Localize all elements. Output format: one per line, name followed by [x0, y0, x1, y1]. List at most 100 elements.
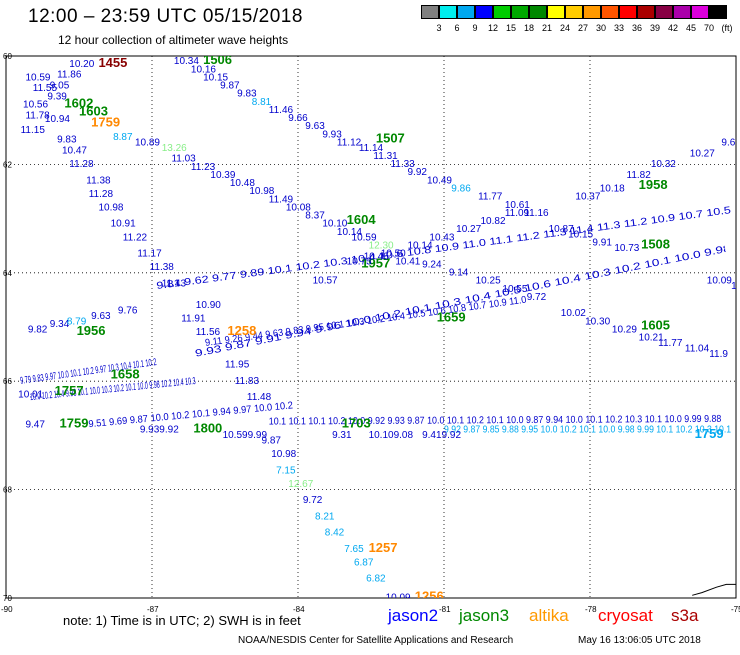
- wave-height-value: 8.42: [325, 528, 345, 539]
- wave-height-value: 10.09: [386, 593, 411, 604]
- wave-height-value: 10.90: [196, 300, 221, 311]
- wave-height-value: 11.04: [685, 343, 710, 354]
- wave-height-value: 11.86: [57, 70, 82, 81]
- wave-height-value: 10.15: [568, 230, 593, 241]
- color-scale-label: 45: [685, 23, 697, 33]
- wave-height-value: 10.27: [456, 224, 481, 235]
- wave-height-value: 11.17: [137, 249, 162, 260]
- color-scale-swatch: [529, 5, 547, 19]
- wave-height-value: 9.92: [408, 167, 428, 178]
- wave-height-value: 10.48: [230, 178, 255, 189]
- wave-height-value: 11.46: [269, 105, 294, 116]
- wave-height-value: 10.30: [585, 316, 610, 327]
- wave-height-value: 10.27: [690, 148, 715, 159]
- pass-time-label: 1759: [695, 426, 724, 441]
- wave-height-value: 10.9: [731, 281, 740, 292]
- wave-height-value: 11.23: [191, 162, 216, 173]
- wave-height-value: 9.63: [305, 121, 325, 132]
- wave-height-value: 11.83: [235, 376, 260, 387]
- wave-height-value: 9.14: [449, 268, 469, 279]
- color-scale-swatch: [547, 5, 565, 19]
- pass-time-label: 1800: [193, 421, 222, 436]
- color-scale-label: 39: [649, 23, 661, 33]
- wave-height-value: 10.16: [191, 64, 216, 75]
- color-scale-swatch: [511, 5, 529, 19]
- pass-time-label: 1256: [415, 589, 444, 604]
- wave-height-value: 9.34: [50, 319, 70, 330]
- credit-line: NOAA/NESDIS Center for Satellite Applica…: [238, 635, 514, 646]
- footnote: note: 1) Time is in UTC; 2) SWH is in fe…: [63, 613, 301, 628]
- wave-height-value: 11.77: [478, 192, 503, 203]
- wave-height-value: 10.98: [271, 449, 296, 460]
- wave-height-value: 9.24: [422, 259, 442, 270]
- wave-height-value: 9.939.92: [140, 425, 179, 436]
- wave-height-value: 11.09: [505, 208, 530, 219]
- pass-time-label: 1757: [55, 383, 84, 398]
- wave-height-value: 11.12: [337, 137, 362, 148]
- wave-height-value: 11.14: [359, 143, 384, 154]
- map-title: 12:00 – 23:59 UTC 05/15/2018: [28, 6, 303, 27]
- color-scale-swatch: [709, 5, 727, 19]
- wave-height-value: 9.66: [288, 113, 308, 124]
- pass-time-label: 1958: [639, 177, 668, 192]
- legend-item-jason2: jason2: [388, 606, 439, 625]
- latitude-label: 68: [3, 486, 12, 495]
- wave-height-value: 6.82: [366, 574, 386, 585]
- color-scale-label: 3: [436, 23, 442, 33]
- pass-time-label: 1659: [437, 310, 466, 325]
- color-scale-swatch: [493, 5, 511, 19]
- wave-height-value: 9.86: [451, 184, 471, 195]
- pass-time-label: 1602: [64, 95, 93, 110]
- pass-time-label: 1506: [203, 52, 232, 67]
- wave-height-value: 10.61: [505, 200, 530, 211]
- wave-height-value: 11.16: [524, 208, 549, 219]
- wave-height-value: 9.83: [237, 89, 257, 100]
- pass-time-label: 1658: [111, 366, 140, 381]
- color-scale-label: 9: [472, 23, 478, 33]
- legend-item-cryosat: cryosat: [598, 606, 653, 625]
- pass-time-label: 1605: [641, 318, 670, 333]
- color-scale-label: 70: [703, 23, 715, 33]
- pass-time-label: 1957: [361, 255, 390, 270]
- wave-height-value: 9.87: [262, 436, 282, 447]
- wave-height-value: 9.6: [721, 137, 735, 148]
- color-scale-swatch: [421, 5, 439, 19]
- wave-height-value: 11.43: [162, 278, 187, 289]
- wave-height-value: 9.419.92: [422, 430, 461, 441]
- wave-height-value: 10.55: [502, 284, 527, 295]
- wave-height-value: 11.48: [247, 392, 272, 403]
- wave-height-value: 10.91: [111, 219, 136, 230]
- color-scale-label: 21: [541, 23, 553, 33]
- longitude-label: -75: [731, 605, 740, 614]
- wave-height-value: 10.82: [481, 216, 506, 227]
- wave-height-value: 10.37: [575, 192, 600, 203]
- wave-height-value: 11.95: [225, 360, 250, 371]
- wave-height-value: 10.34: [174, 56, 199, 67]
- wave-height-value: 9.63: [91, 311, 111, 322]
- generation-timestamp: May 16 13:06:05 UTC 2018: [578, 635, 701, 646]
- wave-height-value: 10.14: [408, 240, 433, 251]
- wave-height-value: 10.87: [549, 224, 574, 235]
- color-scale-label: 36: [631, 23, 643, 33]
- wave-height-track: 10.1 10.1 10.1 10.2 10.0 9.92 9.93 9.87 …: [269, 414, 722, 428]
- wave-height-value: 11.03: [171, 154, 196, 165]
- pass-time-label: 1258: [227, 323, 256, 338]
- wave-height-value: 10.01: [18, 389, 43, 400]
- legend-item-s3a: s3a: [671, 606, 699, 625]
- wave-height-value: 11.78: [25, 110, 50, 121]
- wave-height-value: 11.77: [658, 338, 683, 349]
- wave-height-value: 10.39: [210, 170, 235, 181]
- wave-height-value: 13.26: [162, 143, 187, 154]
- color-scale-label: 15: [505, 23, 517, 33]
- wave-height-value: 12.67: [288, 479, 313, 490]
- latitude-label: 66: [3, 377, 12, 386]
- wave-height-value: 10.41: [395, 257, 420, 268]
- longitude-label: -84: [293, 605, 305, 614]
- wave-height-value: 10.10: [322, 219, 347, 230]
- map-subtitle: 12 hour collection of altimeter wave hei…: [58, 33, 289, 47]
- wave-height-value: 11.33: [390, 159, 415, 170]
- wave-height-value: 10.43: [429, 232, 454, 243]
- wave-height-value: 10.21: [639, 333, 664, 344]
- wave-height-value: 10.46: [364, 251, 389, 262]
